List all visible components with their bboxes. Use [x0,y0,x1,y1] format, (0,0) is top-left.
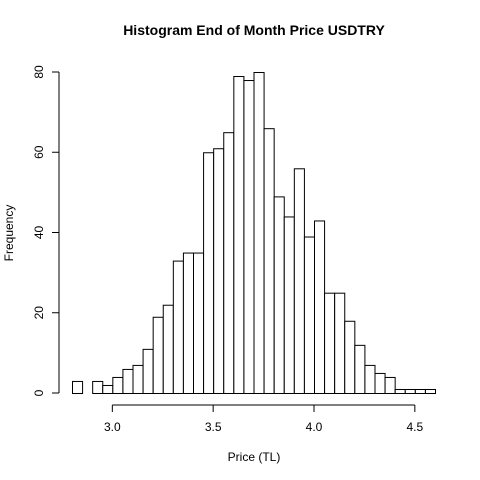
histogram-bar [344,320,356,394]
histogram-bar [424,388,437,394]
y-tick-label: 80 [32,65,46,79]
histogram-bar [233,76,245,394]
histogram-bar [273,196,285,394]
x-tick-label: 4.5 [406,420,423,434]
histogram-bar [394,388,406,394]
histogram-bar [132,364,144,395]
y-axis-ticks: 0 20 40 60 80 [32,65,59,396]
histogram-bar [314,220,326,394]
x-tick-label: 3.0 [104,420,121,434]
histogram-bar [243,80,255,394]
x-axis-title: Price (TL) [228,450,281,464]
histogram-bar [374,372,386,395]
histogram-bar [213,148,225,394]
y-tick-label: 0 [32,389,46,396]
histogram-bar [203,152,215,394]
histogram-bar [334,292,346,394]
histogram-bar [142,348,154,394]
chart-title: Histogram End of Month Price USDTRY [123,22,385,38]
histogram-bar [303,236,316,394]
histogram-bar [193,252,205,394]
histogram-bar [364,364,376,395]
bars-group [72,72,437,395]
x-tick-label: 4.0 [306,420,323,434]
histogram-bar [92,380,104,394]
histogram-bar [223,132,235,394]
histogram-bar [404,388,416,394]
histogram-bar [283,216,295,394]
x-axis-ticks: 3.0 3.5 4.0 4.5 [104,405,423,434]
y-tick-label: 20 [32,306,46,320]
y-axis-title: Frequency [2,205,16,262]
histogram-bar [122,368,134,394]
histogram-bar [414,388,426,394]
histogram-bar [293,168,305,394]
histogram-bar [152,316,164,395]
histogram-bar [112,376,124,395]
y-tick-label: 60 [32,145,46,159]
histogram-bar [182,252,194,394]
x-tick-label: 3.5 [205,420,222,434]
histogram-bar [263,128,275,394]
histogram-bar [72,380,84,394]
y-tick-label: 40 [32,226,46,240]
histogram-bar [162,304,174,395]
histogram-bar [172,260,184,394]
histogram-bar [253,72,265,394]
histogram-bar [384,376,396,395]
histogram-bar [354,344,366,395]
histogram-bar [324,292,336,394]
histogram-bar [102,384,114,395]
